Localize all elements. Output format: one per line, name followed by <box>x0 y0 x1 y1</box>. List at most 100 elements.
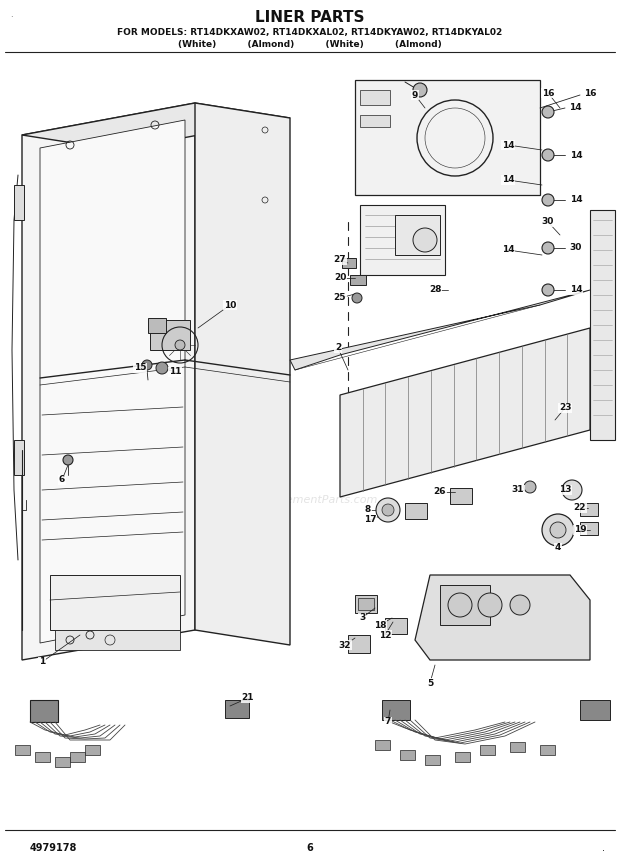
Circle shape <box>413 83 427 97</box>
Bar <box>375 740 390 750</box>
Text: (White)          (Almond)          (White)          (Almond): (White) (Almond) (White) (Almond) <box>178 40 442 48</box>
Text: 10: 10 <box>224 300 236 309</box>
Text: 6: 6 <box>307 843 313 853</box>
Bar <box>480 745 495 755</box>
Polygon shape <box>340 328 590 497</box>
Bar <box>355 595 377 613</box>
Bar <box>30 700 58 722</box>
Polygon shape <box>22 103 290 150</box>
Text: 22: 22 <box>574 504 587 512</box>
Text: 27: 27 <box>334 256 347 264</box>
Text: 21: 21 <box>242 693 254 703</box>
Circle shape <box>175 340 185 350</box>
Bar <box>405 503 427 519</box>
Text: 26: 26 <box>434 487 446 497</box>
Bar <box>55 757 70 767</box>
Polygon shape <box>415 575 590 660</box>
Bar <box>85 745 100 755</box>
Text: 11: 11 <box>169 368 181 376</box>
Circle shape <box>63 455 73 465</box>
Text: LINER PARTS: LINER PARTS <box>255 10 365 26</box>
Bar <box>360 205 445 275</box>
Text: 30: 30 <box>542 218 554 226</box>
Bar <box>450 488 472 504</box>
Bar <box>580 503 598 516</box>
Bar <box>360 90 390 105</box>
Circle shape <box>562 480 582 500</box>
Text: 25: 25 <box>334 294 346 302</box>
Bar <box>425 755 440 765</box>
Bar <box>455 752 470 762</box>
Text: .: . <box>602 843 605 853</box>
Circle shape <box>524 481 536 493</box>
Circle shape <box>142 360 152 370</box>
Text: 31: 31 <box>512 486 525 494</box>
Bar <box>35 752 50 762</box>
Bar <box>382 700 410 720</box>
Bar <box>15 745 30 755</box>
Polygon shape <box>40 120 185 643</box>
Circle shape <box>352 293 362 303</box>
Bar <box>150 320 190 350</box>
Bar <box>540 745 555 755</box>
Text: 17: 17 <box>364 516 376 524</box>
Bar <box>148 318 166 333</box>
Text: 4: 4 <box>555 543 561 553</box>
Bar <box>360 115 390 127</box>
Text: 28: 28 <box>429 286 441 294</box>
Text: 8: 8 <box>365 505 371 515</box>
Polygon shape <box>290 290 590 370</box>
Text: 23: 23 <box>559 404 571 412</box>
Bar <box>350 275 366 285</box>
Circle shape <box>542 194 554 206</box>
Text: 32: 32 <box>339 641 352 649</box>
Text: 14: 14 <box>502 245 515 255</box>
Bar <box>348 635 370 653</box>
Bar <box>395 215 440 255</box>
Bar <box>225 700 249 718</box>
Bar <box>580 522 598 535</box>
Text: 19: 19 <box>574 525 587 535</box>
Circle shape <box>448 593 472 617</box>
Bar <box>14 440 24 475</box>
Text: 14: 14 <box>502 140 515 150</box>
Text: 14: 14 <box>502 176 515 184</box>
Bar <box>70 752 85 762</box>
Circle shape <box>413 228 437 252</box>
Text: 14: 14 <box>570 286 582 294</box>
Bar <box>385 618 407 634</box>
Circle shape <box>376 498 400 522</box>
Bar <box>510 742 525 752</box>
Bar <box>400 750 415 760</box>
Text: 16: 16 <box>542 89 554 97</box>
Text: 30: 30 <box>570 244 582 252</box>
Text: 2: 2 <box>335 344 341 352</box>
Text: 15: 15 <box>134 363 146 373</box>
Polygon shape <box>355 80 540 195</box>
Circle shape <box>542 284 554 296</box>
Bar <box>580 700 610 720</box>
Circle shape <box>542 514 574 546</box>
Circle shape <box>478 593 502 617</box>
Bar <box>14 185 24 220</box>
Bar <box>358 598 374 610</box>
Text: 7: 7 <box>385 717 391 727</box>
Text: 14: 14 <box>569 102 582 112</box>
Text: .: . <box>10 10 12 19</box>
Polygon shape <box>22 103 195 660</box>
Text: 14: 14 <box>570 151 582 159</box>
Text: 5: 5 <box>427 678 433 687</box>
Text: 14: 14 <box>570 195 582 205</box>
Text: FOR MODELS: RT14DKXAW02, RT14DKXAL02, RT14DKYAW02, RT14DKYAL02: FOR MODELS: RT14DKXAW02, RT14DKXAL02, RT… <box>117 28 503 36</box>
Text: 18: 18 <box>374 621 386 629</box>
Bar <box>440 585 490 625</box>
Text: 9: 9 <box>412 90 418 100</box>
Circle shape <box>542 149 554 161</box>
Bar <box>342 258 356 268</box>
Text: eReplacementParts.com: eReplacementParts.com <box>242 495 378 505</box>
Text: 6: 6 <box>59 475 65 485</box>
Text: 13: 13 <box>559 486 571 494</box>
Circle shape <box>156 362 168 374</box>
Polygon shape <box>195 103 290 645</box>
Text: 12: 12 <box>379 630 391 640</box>
